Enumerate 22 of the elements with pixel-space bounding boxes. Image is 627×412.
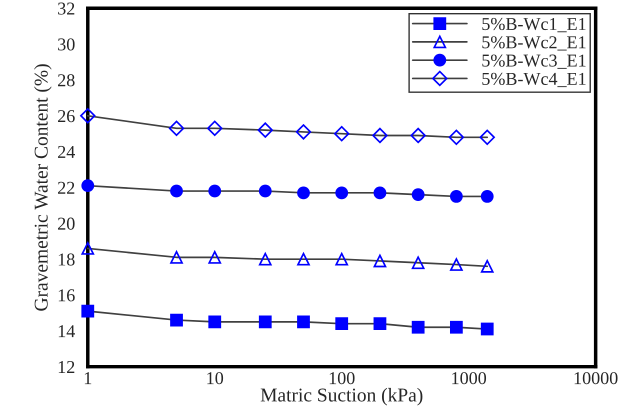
y-tick-label: 32 <box>58 2 74 15</box>
x-axis-title: Matric Suction (kPa) <box>260 388 422 406</box>
y-tick-label: 22 <box>58 182 74 194</box>
x-tick-label: 1000 <box>452 372 486 384</box>
y-tick-label: 20 <box>58 218 75 230</box>
x-tick-label: 1 <box>84 372 92 384</box>
y-tick-label: 24 <box>58 146 75 158</box>
legend-label: 5%B-Wc3_E1 <box>482 54 586 69</box>
legend-label: 5%B-Wc1_E1 <box>482 18 586 32</box>
y-tick-label: 12 <box>58 360 74 373</box>
legend-label: 5%B-Wc4_E1 <box>482 72 586 88</box>
x-tick-label: 100 <box>330 372 355 384</box>
legend-label: 5%B-Wc2_E1 <box>482 36 586 51</box>
x-tick-label: 10 <box>207 372 224 384</box>
y-axis-title: Gravemetric Water Content (%) <box>34 64 52 311</box>
y-tick-label: 26 <box>58 110 75 122</box>
y-tick-label: 14 <box>58 325 75 338</box>
x-tick-label: 10000 <box>574 372 618 384</box>
y-tick-label: 30 <box>58 38 75 51</box>
y-tick-label: 28 <box>58 74 75 86</box>
y-tick-label: 16 <box>58 289 75 302</box>
y-tick-label: 18 <box>58 253 75 266</box>
